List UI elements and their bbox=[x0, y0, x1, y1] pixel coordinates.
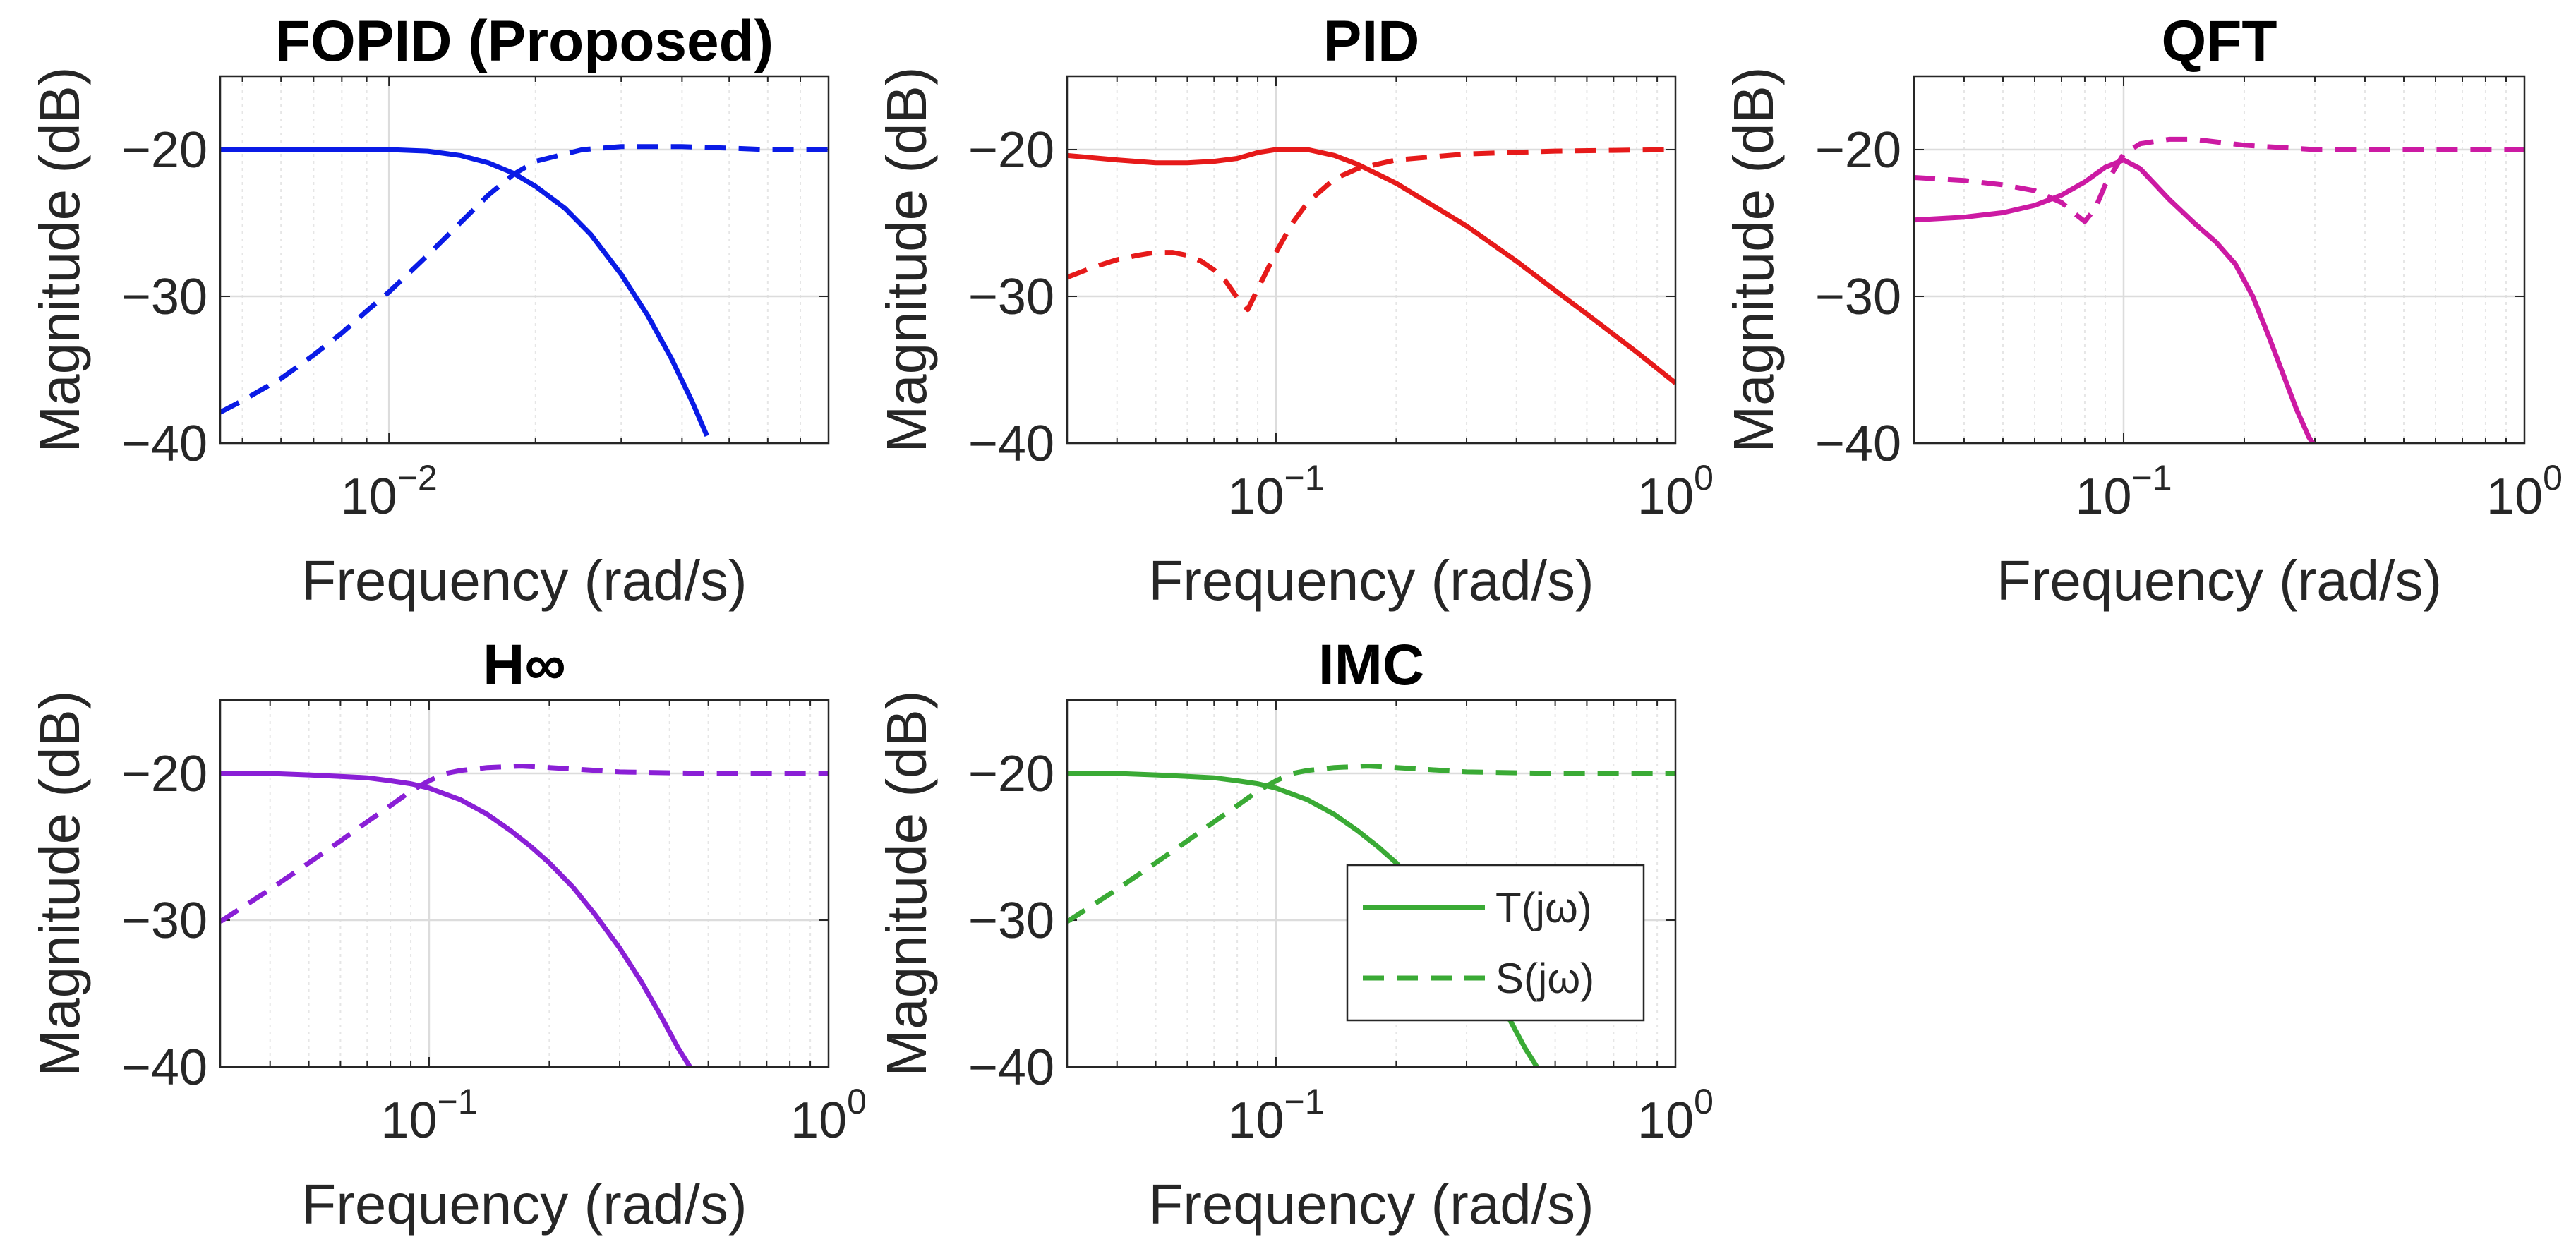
series-sensitivity-line bbox=[1914, 136, 2524, 224]
y-axis-label: Magnitude (dB) bbox=[875, 691, 938, 1077]
x-axis-label: Frequency (rad/s) bbox=[301, 549, 747, 612]
y-tick-label: −20 bbox=[968, 122, 1054, 179]
series-complementary-line bbox=[1914, 157, 2316, 443]
y-axis-label: Magnitude (dB) bbox=[28, 691, 91, 1077]
y-axis-label: Magnitude (dB) bbox=[875, 67, 938, 453]
legend-box bbox=[1346, 864, 1645, 1022]
axes-box bbox=[1066, 75, 1677, 445]
x-axis-label: Frequency (rad/s) bbox=[1148, 1173, 1594, 1236]
legend-label: T(jω) bbox=[1495, 884, 1592, 931]
y-tick-label: −30 bbox=[968, 269, 1054, 325]
series-complementary-line bbox=[220, 771, 692, 1067]
y-tick-label: −40 bbox=[968, 1039, 1054, 1096]
x-tick-label: 100 bbox=[1637, 458, 1714, 525]
y-axis-label: Magnitude (dB) bbox=[1722, 67, 1785, 453]
y-tick-label: −20 bbox=[968, 746, 1054, 802]
chart-title: FOPID (Proposed) bbox=[275, 9, 774, 73]
axes-box bbox=[1913, 75, 2526, 445]
x-tick-label: 10−2 bbox=[341, 458, 438, 525]
chart-title: QFT bbox=[2162, 9, 2277, 73]
plot-area bbox=[220, 700, 829, 1067]
series-sensitivity-line bbox=[220, 764, 829, 924]
legend: T(jω) S(jω) bbox=[1346, 864, 1645, 1022]
plot-area bbox=[1914, 76, 2524, 443]
y-tick-label: −40 bbox=[968, 416, 1054, 472]
series-sensitivity-line bbox=[1067, 147, 1675, 313]
x-tick-label: 100 bbox=[790, 1082, 867, 1149]
plot-area bbox=[220, 76, 829, 443]
axes-box bbox=[219, 75, 830, 445]
chart-title: IMC bbox=[1318, 633, 1424, 697]
chart-2: −40 −30 −20 10−1 100 QFT Frequency (rad/s) Magn… bbox=[1722, 9, 2563, 612]
axes-box bbox=[1066, 699, 1677, 1068]
x-tick-label: 10−1 bbox=[2075, 458, 2172, 525]
y-tick-label: −30 bbox=[121, 893, 207, 949]
y-axis-label: Magnitude (dB) bbox=[28, 67, 91, 453]
chart-title: PID bbox=[1323, 9, 1420, 73]
chart-title: H∞ bbox=[483, 633, 566, 697]
y-tick-label: −30 bbox=[121, 269, 207, 325]
chart-1: −40 −30 −20 10−1 100 PID Frequency (rad/s) Magn… bbox=[875, 9, 1714, 612]
x-axis-label: Frequency (rad/s) bbox=[301, 1173, 747, 1236]
chart-0: −40 −30 −20 10−2 FOPID (Proposed) Frequency (… bbox=[28, 9, 830, 612]
x-axis-label: Frequency (rad/s) bbox=[1997, 549, 2442, 612]
y-tick-label: −20 bbox=[121, 746, 207, 802]
legend-label: S(jω) bbox=[1495, 955, 1594, 1002]
plot-area bbox=[1067, 76, 1675, 443]
y-tick-label: −20 bbox=[121, 122, 207, 179]
series-complementary-line bbox=[220, 147, 709, 437]
series-sensitivity-line bbox=[220, 144, 829, 415]
x-tick-label: 10−1 bbox=[1227, 458, 1324, 525]
axes-box bbox=[219, 699, 830, 1068]
y-tick-label: −20 bbox=[1815, 122, 1901, 179]
x-tick-label: 10−1 bbox=[380, 1082, 477, 1149]
y-tick-label: −40 bbox=[1815, 416, 1901, 472]
series-complementary-line bbox=[1067, 147, 1675, 385]
y-tick-label: −30 bbox=[968, 893, 1054, 949]
y-tick-label: −30 bbox=[1815, 269, 1901, 325]
series-sensitivity-line bbox=[1067, 764, 1675, 924]
x-tick-label: 100 bbox=[1637, 1082, 1714, 1149]
y-tick-label: −40 bbox=[121, 416, 207, 472]
chart-3: −40 −30 −20 10−1 100 H∞ Frequency (rad/s) Magni… bbox=[28, 633, 867, 1236]
x-tick-label: 100 bbox=[2486, 458, 2563, 525]
y-tick-label: −40 bbox=[121, 1039, 207, 1096]
chart-4: −40 −30 −20 10−1 100 IMC Frequency (rad/s) Magn… bbox=[875, 633, 1714, 1236]
x-tick-label: 10−1 bbox=[1227, 1082, 1324, 1149]
x-axis-label: Frequency (rad/s) bbox=[1148, 549, 1594, 612]
